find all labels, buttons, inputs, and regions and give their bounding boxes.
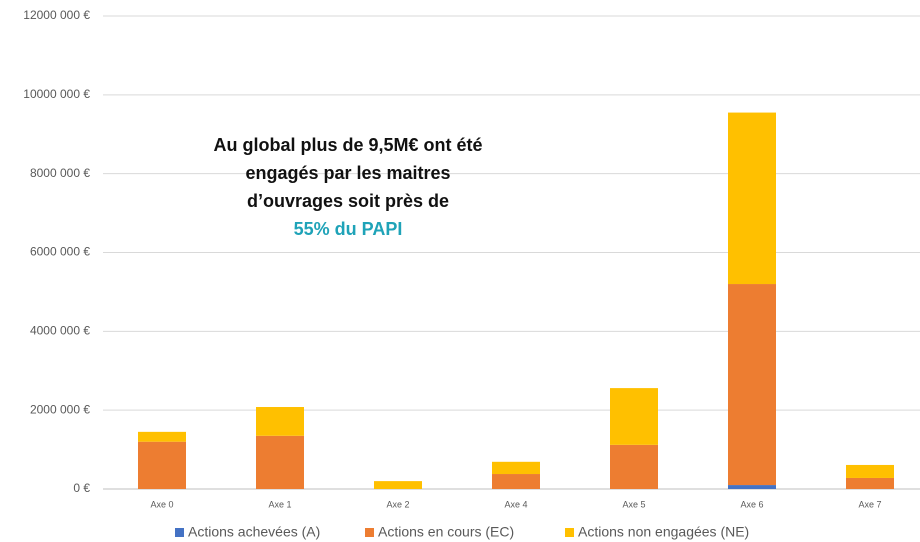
legend-swatch — [175, 528, 184, 537]
annotation-line: d’ouvrages soit près de — [247, 191, 449, 211]
bar-segment — [846, 477, 894, 489]
bar-segment — [492, 461, 540, 475]
annotation-line: engagés par les maitres — [245, 163, 450, 183]
x-tick-label: Axe 7 — [858, 499, 881, 509]
legend-swatch — [565, 528, 574, 537]
annotation-line: Au global plus de 9,5M€ ont été — [213, 135, 482, 155]
bar-segment — [138, 431, 186, 442]
y-tick-label: 12000 000 € — [23, 8, 90, 22]
legend-swatch — [365, 528, 374, 537]
bar-segment — [728, 284, 776, 486]
legend-label: Actions non engagées (NE) — [578, 524, 749, 540]
annotation-line: 55% du PAPI — [294, 219, 403, 239]
x-tick-label: Axe 5 — [622, 499, 645, 509]
bar-segment — [138, 441, 186, 489]
y-tick-label: 2000 000 € — [30, 402, 90, 416]
bar-segment — [728, 485, 776, 489]
bar-segment — [610, 444, 658, 489]
bar-segment — [256, 407, 304, 436]
bar-segment — [374, 481, 422, 489]
bar-segment — [256, 435, 304, 489]
y-tick-label: 10000 000 € — [23, 87, 90, 101]
y-tick-label: 4000 000 € — [30, 324, 90, 338]
bar-segment — [492, 474, 540, 489]
bar-segment — [846, 464, 894, 478]
y-tick-label: 6000 000 € — [30, 245, 90, 259]
x-tick-label: Axe 0 — [150, 499, 173, 509]
x-tick-label: Axe 4 — [504, 499, 527, 509]
bar-segment — [610, 388, 658, 445]
x-tick-label: Axe 2 — [386, 499, 409, 509]
y-tick-label: 0 € — [73, 481, 90, 495]
bar-segment — [728, 112, 776, 285]
x-tick-label: Axe 6 — [740, 499, 763, 509]
legend-label: Actions en cours (EC) — [378, 524, 514, 540]
x-tick-label: Axe 1 — [268, 499, 291, 509]
y-tick-label: 8000 000 € — [30, 166, 90, 180]
legend-label: Actions achevées (A) — [188, 524, 320, 540]
